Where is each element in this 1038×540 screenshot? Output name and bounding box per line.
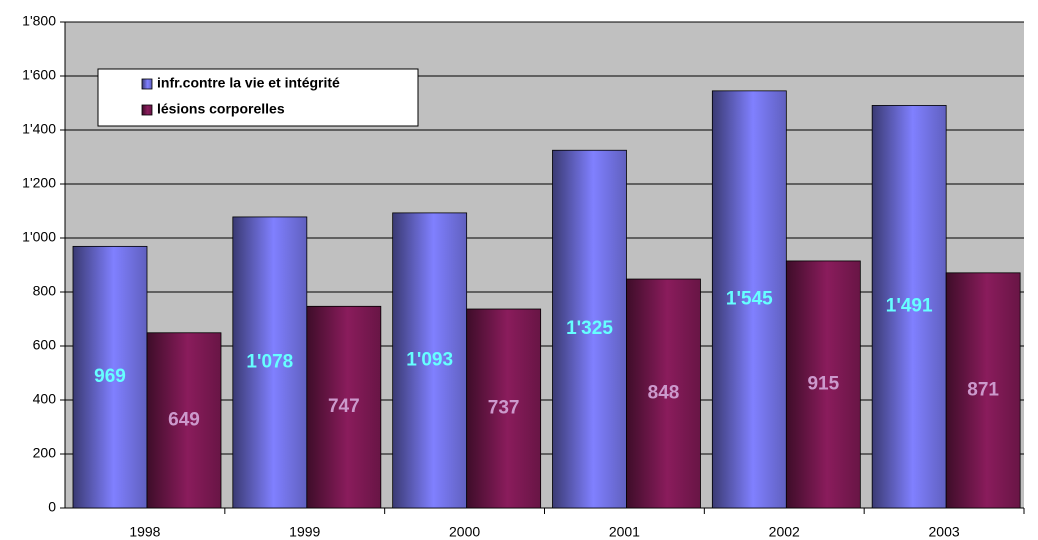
bar <box>146 332 222 509</box>
x-tick-label: 1999 <box>289 524 320 540</box>
y-tick-label: 400 <box>33 391 57 407</box>
x-tick-label: 2000 <box>449 524 480 540</box>
legend-label: lésions corporelles <box>157 101 285 117</box>
bar <box>232 216 308 509</box>
value-label: 969 <box>94 366 126 387</box>
x-tick-label: 2001 <box>609 524 640 540</box>
value-label: 1'545 <box>726 288 773 309</box>
y-tick-label: 0 <box>48 499 56 515</box>
legend-label: infr.contre la vie et intégrité <box>157 75 340 91</box>
bar <box>466 308 542 509</box>
y-tick-label: 1'000 <box>22 229 56 245</box>
value-label: 1'078 <box>246 351 293 372</box>
value-label: 649 <box>168 409 200 430</box>
value-label: 1'093 <box>406 349 453 370</box>
y-tick-label: 800 <box>33 283 57 299</box>
bar <box>552 149 627 509</box>
y-tick-label: 200 <box>33 445 57 461</box>
value-label: 1'491 <box>886 296 933 317</box>
x-tick-label: 2003 <box>929 524 960 540</box>
value-label: 848 <box>648 383 680 404</box>
y-tick-label: 1'800 <box>22 13 56 29</box>
bar <box>945 272 1021 509</box>
bar <box>871 105 947 509</box>
value-label: 915 <box>807 373 839 394</box>
bar <box>785 260 861 509</box>
legend-swatch <box>141 78 153 90</box>
legend-box <box>97 68 419 127</box>
bar <box>626 278 701 509</box>
y-tick-label: 1'400 <box>22 121 56 137</box>
value-label: 747 <box>328 396 360 417</box>
bar <box>392 212 468 509</box>
value-label: 737 <box>488 398 520 419</box>
value-label: 1'325 <box>566 318 613 339</box>
legend-swatch <box>141 104 153 116</box>
bar <box>72 245 148 509</box>
y-tick-label: 1'600 <box>22 67 56 83</box>
bar <box>306 305 382 509</box>
value-label: 871 <box>967 379 999 400</box>
y-tick-label: 600 <box>33 337 57 353</box>
x-tick-label: 2002 <box>769 524 800 540</box>
x-tick-label: 1998 <box>129 524 160 540</box>
y-tick-label: 1'200 <box>22 175 56 191</box>
